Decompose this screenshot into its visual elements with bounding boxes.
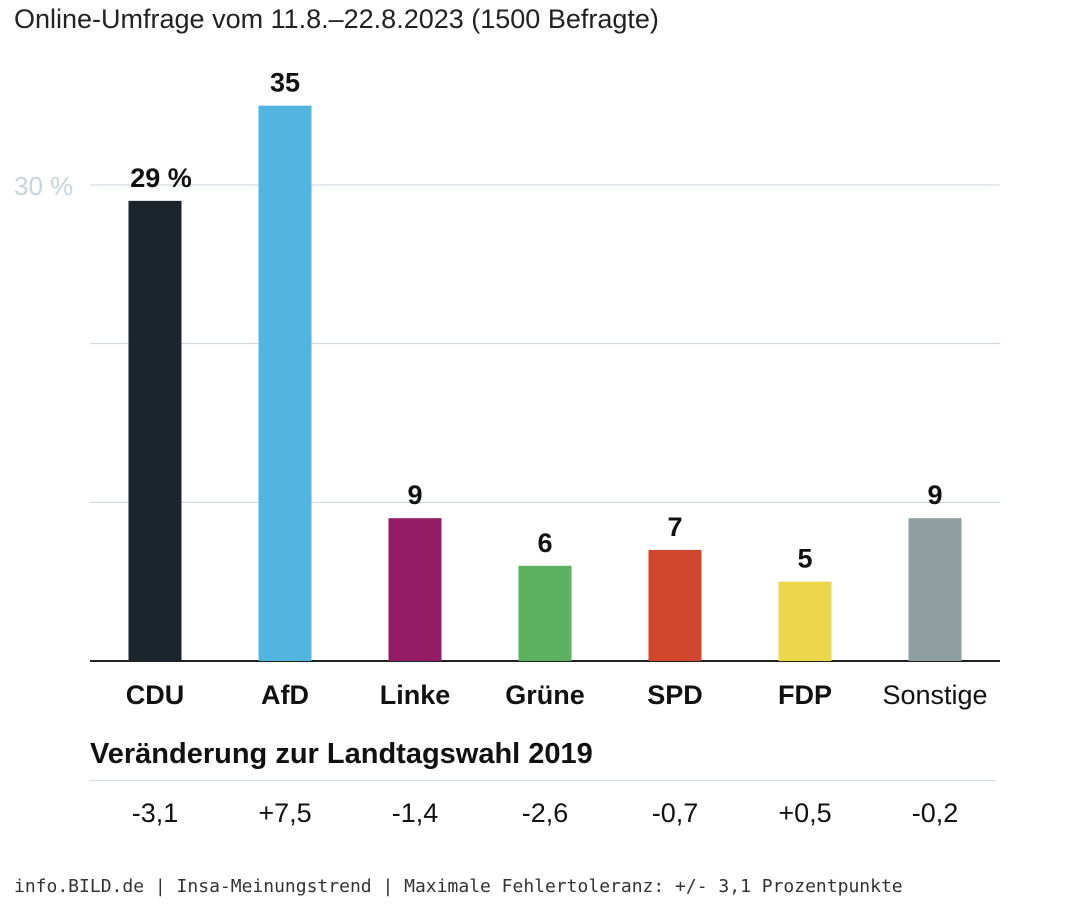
bar-spd <box>648 549 702 661</box>
category-label-afd: AfD <box>261 680 309 710</box>
changes-divider <box>90 780 996 781</box>
bar-cdu <box>128 200 182 661</box>
changes-heading: Veränderung zur Landtagswahl 2019 <box>90 738 593 770</box>
category-label-spd: SPD <box>647 680 703 710</box>
bar-grüne <box>518 565 572 661</box>
value-label-spd: 7 <box>667 512 682 542</box>
labels: 30 % 29 % CDU 35 AfD 9 Linke 6 Grüne 7 SPD 5 FDP 9 Son… <box>14 68 988 710</box>
category-label-cdu: CDU <box>126 680 185 710</box>
value-label-sonstige: 9 <box>927 480 942 510</box>
y-tick-label: 30 % <box>14 171 73 201</box>
bar-afd <box>258 105 312 661</box>
category-label-fdp: FDP <box>778 680 832 710</box>
bar-sonstige <box>908 518 962 661</box>
bar-chart: 30 % 29 % CDU 35 AfD 9 Linke 6 Grüne 7 SPD 5 FDP 9 Son… <box>14 68 1000 710</box>
value-label-afd: 35 <box>270 68 300 98</box>
change-sonstige: -0,2 <box>911 798 959 828</box>
value-label-cdu: 29 % <box>130 163 192 193</box>
change-fdp: +0,5 <box>778 798 832 828</box>
change-linke: -1,4 <box>391 798 439 828</box>
category-label-linke: Linke <box>380 680 451 710</box>
category-label-sonstige: Sonstige <box>882 680 987 710</box>
category-label-grüne: Grüne <box>505 680 585 710</box>
value-label-linke: 9 <box>407 480 422 510</box>
value-label-fdp: 5 <box>797 544 812 574</box>
change-cdu: -3,1 <box>131 798 179 828</box>
value-label-grüne: 6 <box>537 528 552 558</box>
change-grüne: -2,6 <box>521 798 569 828</box>
bar-fdp <box>778 581 832 661</box>
bars <box>128 105 962 661</box>
change-afd: +7,5 <box>258 798 312 828</box>
bar-linke <box>388 518 442 661</box>
change-spd: -0,7 <box>651 798 699 828</box>
chart-subtitle: Online-Umfrage vom 11.8.–22.8.2023 (1500… <box>14 4 659 34</box>
source-footer: info.BILD.de | Insa-Meinungstrend | Maxi… <box>14 876 903 897</box>
